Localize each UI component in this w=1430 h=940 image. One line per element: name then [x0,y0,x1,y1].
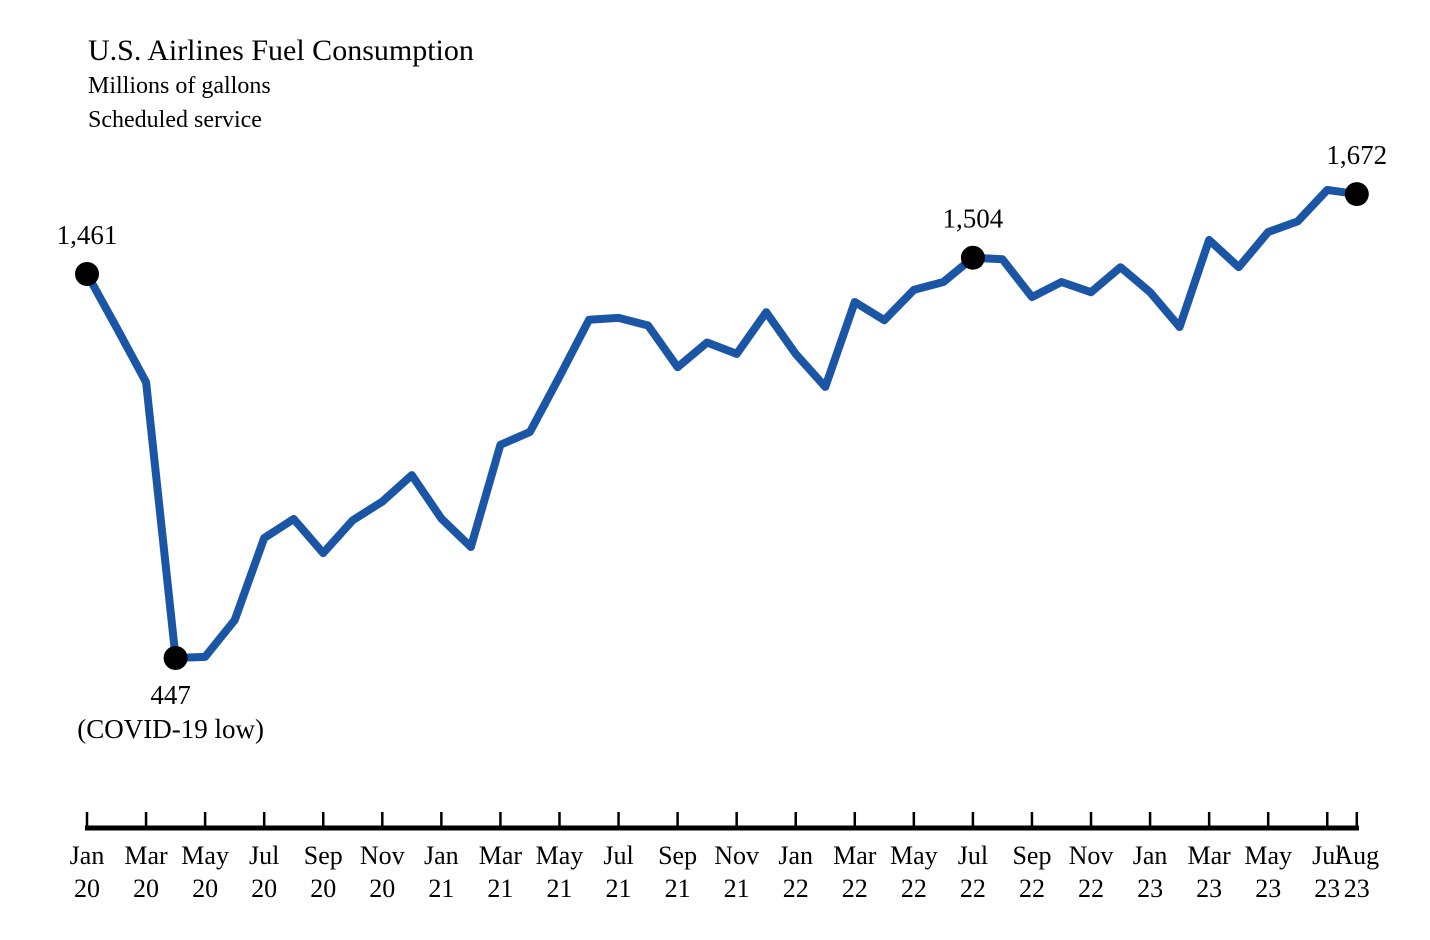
x-tick-label-year: 21 [665,874,691,903]
x-tick-label-month: Nov [360,841,405,870]
x-tick-label-year: 22 [960,874,986,903]
x-tick-label-month: Mar [479,841,523,870]
x-tick-label-year: 21 [724,874,750,903]
x-tick-label-month: May [536,841,584,870]
data-point-note-label: (COVID-19 low) [77,714,264,744]
x-tick-label-month: May [1244,841,1292,870]
x-tick-label-month: Mar [1187,841,1231,870]
chart-service-label: Scheduled service [88,107,262,134]
x-tick-label-month: Jul [249,841,279,870]
x-tick-label-month: Aug [1334,841,1379,870]
x-tick-label-year: 23 [1344,874,1370,903]
x-tick-label-month: Jul [958,841,988,870]
x-tick-label-year: 20 [133,874,159,903]
x-tick-label-month: Jan [1133,841,1168,870]
data-point-value-label: 1,504 [943,204,1004,234]
data-point-marker [960,245,985,270]
chart-header: U.S. Airlines Fuel Consumption Millions … [88,34,474,138]
chart-units-label: Millions of gallons [88,72,271,99]
x-tick-label-year: 23 [1314,874,1340,903]
x-tick-label-month: Jan [424,841,459,870]
x-tick-label-year: 22 [1019,874,1045,903]
x-tick-label-month: Jan [778,841,813,870]
x-tick-label-year: 21 [546,874,572,903]
x-tick-label-year: 23 [1196,874,1222,903]
x-tick-label-month: Sep [658,841,697,870]
x-tick-label-month: Nov [1069,841,1114,870]
x-tick-label-month: Mar [833,841,877,870]
x-tick-label-month: Jul [1312,841,1342,870]
x-tick-label-year: 22 [842,874,868,903]
data-point-value-label: 447 [150,680,191,710]
fuel-consumption-series-line [83,185,1361,662]
x-tick-label-year: 23 [1137,874,1163,903]
data-point-marker [75,261,99,286]
chart-title: U.S. Airlines Fuel Consumption [88,34,474,67]
x-tick-label-month: Mar [124,841,168,870]
x-tick-label-month: Jan [70,841,105,870]
x-tick-label-month: Sep [304,841,343,870]
x-tick-label-year: 20 [192,874,218,903]
data-point-marker [1344,182,1369,207]
x-tick-label-year: 21 [606,874,632,903]
x-tick-label-month: Sep [1012,841,1051,870]
x-tick-label-year: 22 [1078,874,1104,903]
x-tick-label-year: 20 [310,874,336,903]
data-point-marker [163,646,188,670]
data-point-value-label: 1,461 [57,220,118,250]
x-tick-label-month: Jul [603,841,633,870]
x-tick-label-month: May [181,841,229,870]
x-tick-label-year: 20 [369,874,395,903]
x-tick-label-year: 20 [74,874,100,903]
x-tick-label-month: Nov [714,841,759,870]
x-tick-label-year: 21 [487,874,513,903]
x-tick-label-month: May [890,841,938,870]
x-tick-label-year: 22 [901,874,927,903]
x-tick-label-year: 22 [783,874,809,903]
x-tick-label-year: 23 [1255,874,1281,903]
x-tick-label-year: 20 [251,874,277,903]
data-point-value-label: 1,672 [1326,140,1387,170]
x-tick-label-year: 21 [428,874,454,903]
